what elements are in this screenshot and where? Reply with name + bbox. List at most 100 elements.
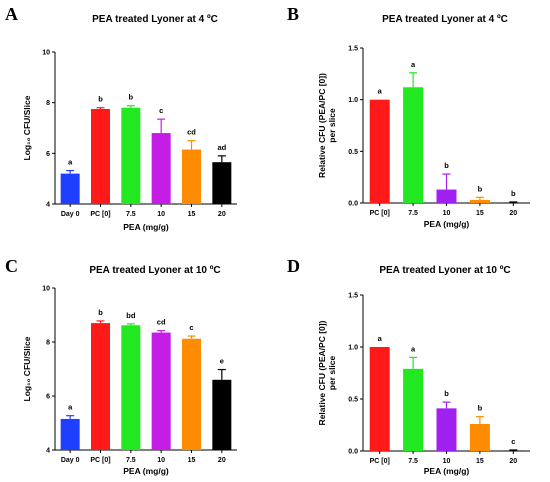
- significance-label: b: [98, 308, 103, 317]
- chart-title-d: PEA treated Lyoner at 10 ºC: [379, 265, 510, 276]
- x-tick-label: 15: [476, 210, 484, 217]
- significance-label: ad: [217, 143, 226, 152]
- x-tick-label: 15: [476, 458, 484, 465]
- bar: [503, 202, 524, 203]
- y-tick-label: 1.0: [348, 345, 358, 352]
- y-tick-label: 0.5: [348, 149, 358, 156]
- x-tick-label: 7.5: [126, 211, 136, 218]
- bar: [469, 423, 490, 451]
- x-tick-label: 20: [218, 211, 226, 218]
- bar: [182, 338, 201, 450]
- significance-label: bd: [126, 311, 136, 320]
- bar: [91, 323, 110, 450]
- y-tick-label: 0.0: [348, 449, 358, 456]
- x-tick-label: PC [0]: [370, 458, 390, 465]
- significance-label: b: [444, 161, 449, 170]
- y-tick-label: 8: [46, 340, 50, 347]
- y-axis-title-b: Relative CFU (PEA/PC [0])per slice: [317, 73, 337, 178]
- x-axis-title-a: PEA (mg/g): [123, 222, 169, 232]
- y-tick-label: 8: [46, 100, 50, 107]
- significance-label: a: [411, 344, 416, 353]
- y-tick-label: 10: [42, 286, 50, 293]
- bar: [60, 173, 80, 204]
- x-tick-label: Day 0: [61, 457, 80, 464]
- panel-d: D PEA treated Lyoner at 10 ºC 0.0 0.5 1.0 1.5…: [287, 256, 530, 476]
- x-tick-label: 10: [443, 458, 451, 465]
- panel-label-b: B: [287, 4, 299, 24]
- significance-label: c: [189, 323, 193, 332]
- bar: [436, 189, 457, 203]
- bar: [212, 162, 232, 204]
- significance-label: a: [68, 158, 73, 167]
- panel-label-a: A: [5, 4, 18, 24]
- x-tick-label: PC [0]: [90, 211, 110, 218]
- x-axis-title-d: PEA (mg/g): [424, 466, 470, 476]
- bar: [436, 408, 457, 451]
- bar: [403, 87, 424, 203]
- significance-label: b: [444, 389, 449, 398]
- significance-label: a: [378, 334, 383, 343]
- significance-label: b: [478, 184, 483, 193]
- y-tick-label: 10: [42, 50, 50, 57]
- bar: [60, 418, 80, 450]
- y-tick-label: 1.5: [348, 293, 358, 300]
- significance-label: b: [98, 95, 103, 104]
- significance-label: cd: [187, 128, 196, 137]
- bar: [121, 107, 141, 204]
- x-tick-label: 7.5: [126, 457, 136, 464]
- y-axis-title-line: per slice: [327, 108, 337, 143]
- bar: [369, 347, 390, 451]
- bar: [121, 325, 141, 450]
- x-tick-label: 7.5: [408, 458, 418, 465]
- panel-a: A PEA treated Lyoner at 4 ºC 4 6 8 10 Day 0 a PC…: [5, 4, 237, 232]
- y-axis-title-line: Relative CFU (PEA/PC [0]): [317, 320, 327, 425]
- x-tick-label: 15: [188, 211, 196, 218]
- significance-label: a: [378, 87, 383, 96]
- x-tick-label: 7.5: [408, 210, 418, 217]
- bar: [403, 368, 424, 451]
- y-tick-label: 6: [46, 394, 50, 401]
- y-axis-title-line: Log₁₀ CFU/Slice: [22, 95, 32, 160]
- bar: [369, 99, 390, 203]
- significance-label: a: [411, 60, 416, 69]
- x-axis-title-c: PEA (mg/g): [123, 466, 169, 476]
- x-tick-label: Day 0: [61, 211, 80, 218]
- x-tick-label: 15: [188, 457, 196, 464]
- y-axis-title-a: Log₁₀ CFU/Slice: [22, 95, 32, 160]
- significance-label: c: [159, 106, 163, 115]
- x-tick-label: PC [0]: [90, 457, 110, 464]
- bar: [212, 379, 232, 450]
- significance-label: e: [220, 357, 224, 366]
- bar: [469, 199, 490, 203]
- significance-label: b: [511, 189, 516, 198]
- y-tick-label: 4: [46, 448, 50, 455]
- panel-label-d: D: [287, 256, 300, 276]
- x-tick-label: 20: [509, 458, 517, 465]
- y-axis-title-d: Relative CFU (PEA/PC [0])per slice: [317, 320, 337, 425]
- y-axis-title-line: per slice: [327, 355, 337, 390]
- y-tick-label: 1.5: [348, 46, 358, 53]
- x-tick-label: 10: [157, 457, 165, 464]
- y-axis-title-line: Relative CFU (PEA/PC [0]): [317, 73, 327, 178]
- bar: [503, 450, 524, 451]
- y-tick-label: 0.5: [348, 397, 358, 404]
- y-tick-label: 1.0: [348, 97, 358, 104]
- bar: [182, 149, 201, 204]
- bar: [151, 133, 171, 204]
- y-tick-label: 6: [46, 151, 50, 158]
- x-tick-label: 10: [157, 211, 165, 218]
- bar: [151, 332, 171, 450]
- chart-title-a: PEA treated Lyoner at 4 ºC: [92, 14, 218, 25]
- chart-title-c: PEA treated Lyoner at 10 ºC: [89, 265, 220, 276]
- y-tick-label: 0.0: [348, 201, 358, 208]
- x-tick-label: 10: [443, 210, 451, 217]
- x-tick-label: 20: [509, 210, 517, 217]
- panel-c: C PEA treated Lyoner at 10 ºC 4 6 8 10 Day 0 a P…: [5, 256, 237, 476]
- significance-label: cd: [157, 318, 166, 327]
- x-tick-label: 20: [218, 457, 226, 464]
- x-tick-label: PC [0]: [370, 210, 390, 217]
- y-axis-title-line: Log₁₀ CFU/Slice: [22, 336, 32, 401]
- significance-label: b: [478, 404, 483, 413]
- chart-title-b: PEA treated Lyoner at 4 ºC: [382, 14, 508, 25]
- significance-label: c: [511, 437, 515, 446]
